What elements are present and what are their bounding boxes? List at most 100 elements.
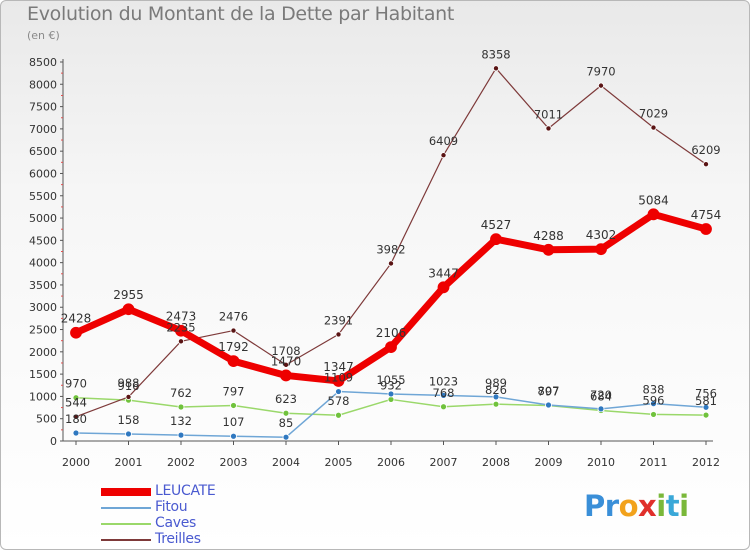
data-label-caves: 578 [328,394,350,408]
data-label-treilles: 6209 [691,143,720,157]
y-tick-label: 8500 [29,56,57,69]
data-point-leucate [70,326,82,339]
logo-letter: x [638,489,657,523]
data-label-caves: 797 [223,384,245,398]
data-label-caves: 826 [485,383,507,397]
data-point-leucate [227,355,240,367]
y-tick-label: 2000 [29,346,57,359]
data-point-fitou [545,401,552,409]
data-label-treilles: 7970 [586,65,615,79]
data-point-fitou [230,432,237,440]
data-label-treilles: 7029 [639,107,668,121]
data-label-fitou: 1055 [376,373,405,387]
data-label-treilles: 8358 [481,47,510,61]
data-point-leucate [122,303,135,316]
data-point-treilles [387,260,394,267]
y-tick-label: 3000 [29,301,57,314]
data-label-fitou: 107 [223,415,245,429]
data-label-caves: 596 [643,393,665,407]
data-label-fitou: 720 [590,388,612,402]
x-tick-label: 2004 [272,456,300,469]
data-point-treilles [703,161,710,168]
data-label-treilles: 6409 [429,134,458,148]
data-point-leucate [280,369,292,382]
data-label-leucate: 2473 [166,310,197,324]
data-label-leucate: 3447 [428,266,459,280]
data-label-leucate: 4288 [533,229,564,243]
data-label-caves: 768 [433,386,455,400]
data-point-treilles [492,65,499,72]
data-point-fitou [387,390,395,398]
y-tick-label: 500 [36,413,57,426]
data-label-fitou: 1109 [324,371,353,385]
y-tick-label: 1000 [29,390,57,403]
data-label-treilles: 544 [65,396,87,410]
x-tick-label: 2003 [220,456,248,469]
data-label-treilles: 2391 [324,313,353,327]
data-label-leucate: 2955 [113,288,144,302]
legend-label: Caves [155,515,197,531]
y-tick-label: 7000 [29,123,57,136]
data-point-leucate [647,208,660,221]
data-label-caves: 623 [275,392,297,406]
x-tick-label: 2011 [640,456,668,469]
data-point-fitou [702,403,710,411]
data-point-leucate [385,341,397,353]
data-label-caves: 684 [590,390,612,404]
data-label-leucate: 1792 [218,340,249,354]
data-point-caves [177,403,185,411]
data-point-caves [492,400,500,408]
x-tick-label: 2010 [587,456,615,469]
data-label-fitou: 756 [695,386,717,400]
data-point-treilles [230,327,237,334]
data-point-caves [282,409,290,417]
data-point-leucate [437,281,450,294]
y-tick-label: 5000 [29,212,57,225]
data-point-fitou [650,400,657,408]
data-point-fitou [72,429,80,437]
data-label-fitou: 807 [538,384,560,398]
data-label-fitou: 1023 [429,374,458,388]
data-point-fitou [597,405,605,413]
data-point-treilles [440,152,447,159]
y-tick-label: 0 [50,435,57,448]
x-tick-label: 2005 [325,456,353,469]
data-point-treilles [282,361,289,368]
chart-title: Evolution du Montant de la Dette par Hab… [27,3,455,25]
data-point-fitou [177,431,185,439]
data-label-leucate: 5084 [638,193,669,207]
y-tick-label: 6000 [29,167,57,180]
data-label-fitou: 180 [65,412,87,426]
legend-swatch [101,523,151,525]
data-point-fitou [335,388,342,395]
data-label-treilles: 2476 [219,310,248,324]
y-tick-label: 6500 [29,145,57,158]
data-label-treilles: 2235 [166,320,195,334]
data-point-leucate [175,324,187,337]
data-label-fitou: 989 [485,376,507,390]
legend-swatch [101,539,151,541]
data-point-fitou [282,433,290,441]
data-label-fitou: 838 [643,383,665,397]
data-point-leucate [700,223,712,235]
data-point-leucate [332,375,345,387]
data-point-treilles [545,125,552,132]
data-label-treilles: 988 [118,376,140,390]
data-label-treilles: 1708 [271,344,300,358]
logo-letter: i [656,489,666,523]
y-tick-label: 8000 [29,78,57,91]
x-tick-label: 2007 [430,456,458,469]
chart-unit-label: (en €) [27,29,60,42]
data-point-treilles [650,124,657,131]
legend-label: LEUCATE [155,483,216,499]
data-point-treilles [125,393,132,400]
data-point-caves [440,403,447,411]
logo-letter: P [584,489,605,523]
legend-label: Treilles [155,531,201,547]
data-label-leucate: 4527 [481,218,512,232]
data-label-fitou: 132 [170,414,192,428]
logo-letter: i [679,489,689,523]
data-point-leucate [490,233,502,246]
data-point-caves [650,411,657,418]
